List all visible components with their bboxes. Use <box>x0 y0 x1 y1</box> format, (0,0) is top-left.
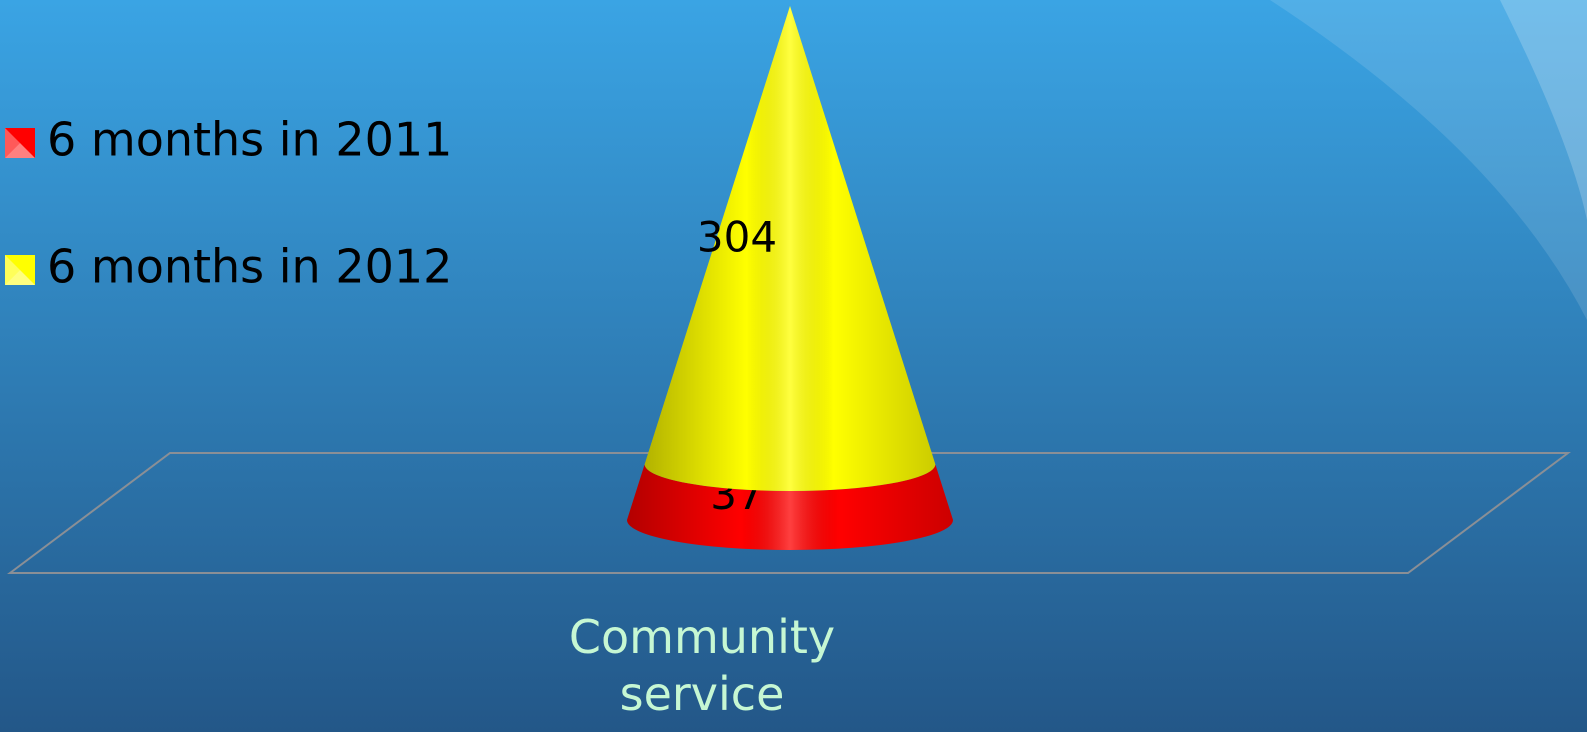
cone-shade <box>644 6 936 491</box>
legend-label: 6 months in 2012 <box>47 240 452 294</box>
cone-shade <box>627 464 953 550</box>
legend-swatch-shade <box>5 255 20 285</box>
legend-swatch-shade <box>5 128 20 158</box>
legend-label: 6 months in 2011 <box>47 113 452 167</box>
data-label: 304 <box>697 212 777 261</box>
legend-swatch-shade <box>5 270 35 285</box>
decor-swoosh <box>1270 0 1587 320</box>
x-tick-label: Community service <box>569 610 835 721</box>
legend: 6 months in 2011 6 months in 2012 <box>5 113 452 294</box>
floor <box>7 452 1571 574</box>
decor-swoosh <box>1500 0 1587 220</box>
legend-swatch-shade <box>5 143 35 158</box>
